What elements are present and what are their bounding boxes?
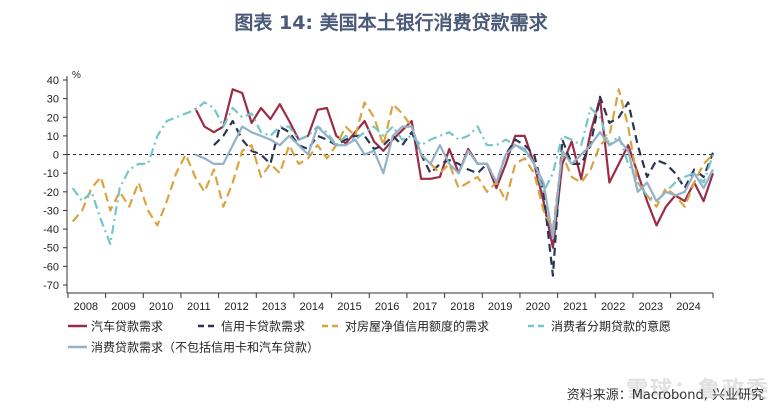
y-tick-label: 20 xyxy=(47,112,59,124)
legend-label: 消费者分期贷款的意愿 xyxy=(551,319,671,334)
legend-label: 对房屋净值信用额度的需求 xyxy=(345,319,489,334)
x-tick-label: 2015 xyxy=(337,301,361,313)
series-line-5 xyxy=(194,125,714,240)
y-tick-label: -50 xyxy=(43,243,59,255)
y-tick-label: -70 xyxy=(43,280,59,292)
x-tick-label: 2012 xyxy=(224,301,248,313)
y-tick-label: -60 xyxy=(43,261,59,273)
x-tick-label: 2014 xyxy=(300,301,324,313)
legend-label: 消费贷款需求（不包括信用卡和汽车贷款） xyxy=(91,340,319,355)
x-tick-label: 2010 xyxy=(149,301,173,313)
x-tick-label: 2020 xyxy=(526,301,550,313)
x-tick-label: 2021 xyxy=(563,301,587,313)
x-tick-label: 2024 xyxy=(676,301,700,313)
x-tick-label: 2023 xyxy=(639,301,663,313)
x-tick-label: 2019 xyxy=(488,301,512,313)
source-note: 资料来源：Macrobond, 兴业研究 xyxy=(566,388,764,403)
legend-label: 信用卡贷款需求 xyxy=(221,320,305,334)
y-tick-label: 0 xyxy=(53,150,59,162)
y-tick-label: 30 xyxy=(47,94,59,106)
chart-series xyxy=(71,88,715,277)
y-tick-label: -10 xyxy=(43,168,59,180)
y-tick-label: -20 xyxy=(43,187,59,199)
series-line-3 xyxy=(71,88,714,231)
x-tick-label: 2008 xyxy=(74,301,98,313)
watermark: 雪球：鲁政委 xyxy=(625,378,770,403)
y-axis-label: % xyxy=(72,70,81,81)
y-tick-label: 10 xyxy=(47,131,59,143)
x-tick-label: 2016 xyxy=(375,301,399,313)
x-tick-label: 2013 xyxy=(262,301,286,313)
chart-title: 图表 14: 美国本土银行消费贷款需求 xyxy=(234,12,548,34)
x-tick-label: 2009 xyxy=(111,301,135,313)
legend-label: 汽车贷款需求 xyxy=(91,319,163,334)
x-tick-label: 2018 xyxy=(450,301,474,313)
x-tick-label: 2022 xyxy=(601,301,625,313)
y-tick-label: 40 xyxy=(47,75,59,87)
y-tick-label: -40 xyxy=(43,224,59,236)
series-line-4 xyxy=(71,101,715,246)
x-tick-label: 2011 xyxy=(187,301,211,313)
chart-legend: 汽车贷款需求 信用卡贷款需求 对房屋净值信用额度的需求 消费者分期贷款的意愿消费贷款需… xyxy=(68,319,671,355)
x-tick-label: 2017 xyxy=(413,301,437,313)
y-tick-label: -30 xyxy=(43,205,59,217)
